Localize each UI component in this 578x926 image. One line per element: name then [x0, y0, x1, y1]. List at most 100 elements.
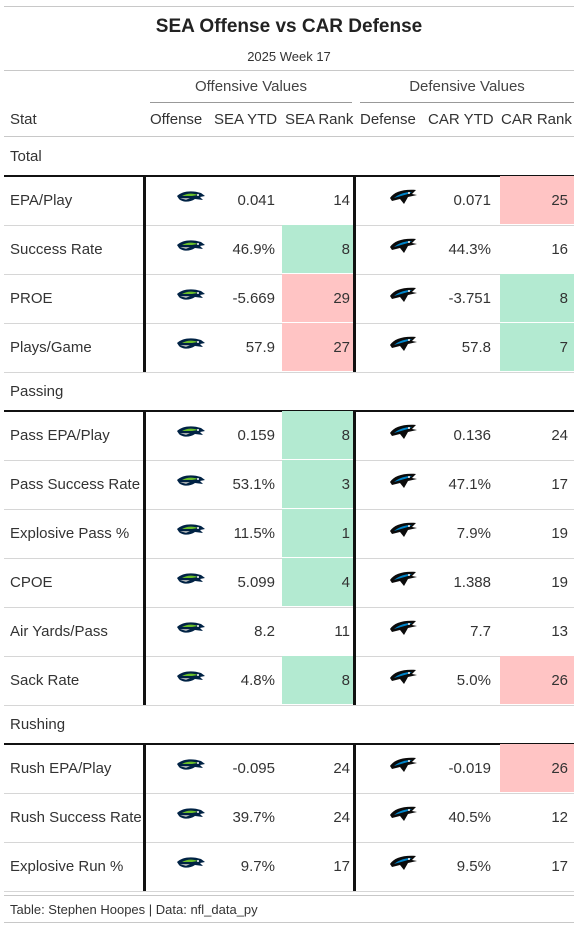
sea-rank-value: 11: [334, 623, 350, 640]
sea-ytd-value: 57.9: [245, 339, 275, 356]
sea-rank-cell: 27: [282, 323, 356, 371]
panthers-logo-icon: [388, 472, 418, 495]
table-source-note: Table: Stephen Hoopes | Data: nfl_data_p…: [10, 902, 258, 917]
car-rank-value: 26: [551, 672, 568, 689]
car-rank-value: 17: [551, 858, 568, 875]
seahawks-logo-icon: [176, 523, 206, 542]
sea-ytd-value: -0.095: [232, 760, 275, 777]
table-row: Explosive Pass % 11.5% 1 7.9% 19: [4, 509, 574, 559]
bottom-rule: [4, 922, 574, 923]
panthers-logo-icon: [388, 619, 418, 642]
sea-ytd-value: 0.041: [237, 192, 275, 209]
sea-ytd-value: 39.7%: [232, 809, 275, 826]
sea-ytd-value: 8.2: [254, 623, 275, 640]
car-rank-value: 26: [551, 760, 568, 777]
car-rank-cell: 17: [500, 460, 574, 509]
sea-rank-value: 29: [333, 290, 350, 307]
table-row: EPA/Play 0.041 14 0.071 25: [4, 176, 574, 226]
panthers-logo-icon: [388, 286, 418, 309]
seahawks-logo-icon: [176, 670, 206, 689]
offensive-values-spanner: Offensive Values: [194, 78, 307, 95]
stat-offense-divider: [143, 744, 146, 891]
offense-defense-divider: [353, 744, 356, 891]
car-rank-cell: 13: [500, 607, 574, 656]
table-row: Explosive Run % 9.7% 17 9.5% 17: [4, 842, 574, 892]
stat-name: Success Rate: [10, 241, 103, 258]
car-ytd-value: 47.1%: [448, 476, 491, 493]
table-row: Rush EPA/Play -0.095 24 -0.019 26: [4, 744, 574, 794]
sea-rank-value: 8: [341, 427, 350, 444]
sea-rank-cell: 11: [282, 607, 356, 656]
panthers-logo-icon: [388, 423, 418, 446]
car-rank-value: 19: [551, 574, 568, 591]
sea-rank-value: 27: [333, 339, 350, 356]
seahawks-logo-icon: [176, 807, 206, 826]
car-rank-value: 17: [551, 476, 568, 493]
stat-name: Sack Rate: [10, 672, 80, 689]
car-rank-cell: 26: [500, 744, 574, 792]
car-ytd-value: 44.3%: [448, 241, 491, 258]
car-rank-cell: 16: [500, 225, 574, 274]
group-label-passing: Passing: [10, 383, 64, 400]
car-rank-value: 25: [551, 192, 568, 209]
car-ytd-value: -0.019: [448, 760, 491, 777]
table-row: Plays/Game 57.9 27 57.8 7: [4, 323, 574, 373]
sea-rank-cell: 29: [282, 274, 356, 322]
car-rank-value: 12: [551, 809, 568, 826]
column-header-rule: [4, 136, 574, 137]
group-label-total: Total: [10, 148, 42, 165]
sea-ytd-value: 5.099: [237, 574, 275, 591]
sea-rank-cell: 8: [282, 411, 356, 459]
table-title: SEA Offense vs CAR Defense: [155, 16, 423, 37]
sea-rank-value: 3: [341, 476, 350, 493]
stat-offense-divider: [143, 411, 146, 705]
stat-offense-divider: [143, 176, 146, 372]
sea-rank-cell: 8: [282, 225, 356, 273]
seahawks-logo-icon: [176, 758, 206, 777]
footer-rule: [4, 895, 574, 896]
sea-rank-cell: 17: [282, 842, 356, 891]
sea-rank-value: 8: [341, 241, 350, 258]
table-row: Success Rate 46.9% 8 44.3% 16: [4, 225, 574, 275]
offensive-spanner-rule: [150, 102, 352, 103]
col-header-offense: Offense: [150, 111, 203, 128]
car-rank-value: 8: [559, 290, 568, 307]
seahawks-logo-icon: [176, 621, 206, 640]
stat-name: Explosive Pass %: [10, 525, 130, 542]
table-row: Air Yards/Pass 8.2 11 7.7 13: [4, 607, 574, 657]
seahawks-logo-icon: [176, 239, 206, 258]
car-rank-cell: 25: [500, 176, 574, 224]
sea-rank-value: 8: [341, 672, 350, 689]
sea-ytd-value: 46.9%: [232, 241, 275, 258]
col-header-stat: Stat: [10, 111, 37, 128]
stat-name: EPA/Play: [10, 192, 73, 209]
panthers-logo-icon: [388, 237, 418, 260]
stat-name: CPOE: [10, 574, 53, 591]
sea-rank-cell: 24: [282, 793, 356, 842]
table-row: CPOE 5.099 4 1.388 19: [4, 558, 574, 608]
car-rank-cell: 26: [500, 656, 574, 704]
col-header-defense: Defense: [360, 111, 416, 128]
stat-name: Plays/Game: [10, 339, 92, 356]
col-header-car-rank: CAR Rank: [501, 111, 572, 128]
seahawks-logo-icon: [176, 288, 206, 307]
car-ytd-value: 7.9%: [456, 525, 491, 542]
panthers-logo-icon: [388, 521, 418, 544]
stat-name: Rush Success Rate: [10, 809, 142, 826]
panthers-logo-icon: [388, 188, 418, 211]
group-top-rule: [4, 743, 574, 745]
col-header-sea-rank: SEA Rank: [285, 111, 354, 128]
sea-ytd-value: 11.5%: [233, 525, 275, 542]
top-rule: [4, 6, 574, 7]
col-header-car-ytd: CAR YTD: [428, 111, 494, 128]
stat-name: Explosive Run %: [10, 858, 124, 875]
sea-rank-cell: 3: [282, 460, 356, 508]
seahawks-logo-icon: [176, 337, 206, 356]
sea-rank-cell: 1: [282, 509, 356, 557]
stat-name: PROE: [10, 290, 53, 307]
table-subtitle: 2025 Week 17: [247, 49, 331, 64]
table-row: Pass Success Rate 53.1% 3 47.1% 17: [4, 460, 574, 510]
sea-ytd-value: 53.1%: [232, 476, 275, 493]
sea-ytd-value: -5.669: [232, 290, 275, 307]
sea-rank-value: 1: [341, 525, 350, 542]
